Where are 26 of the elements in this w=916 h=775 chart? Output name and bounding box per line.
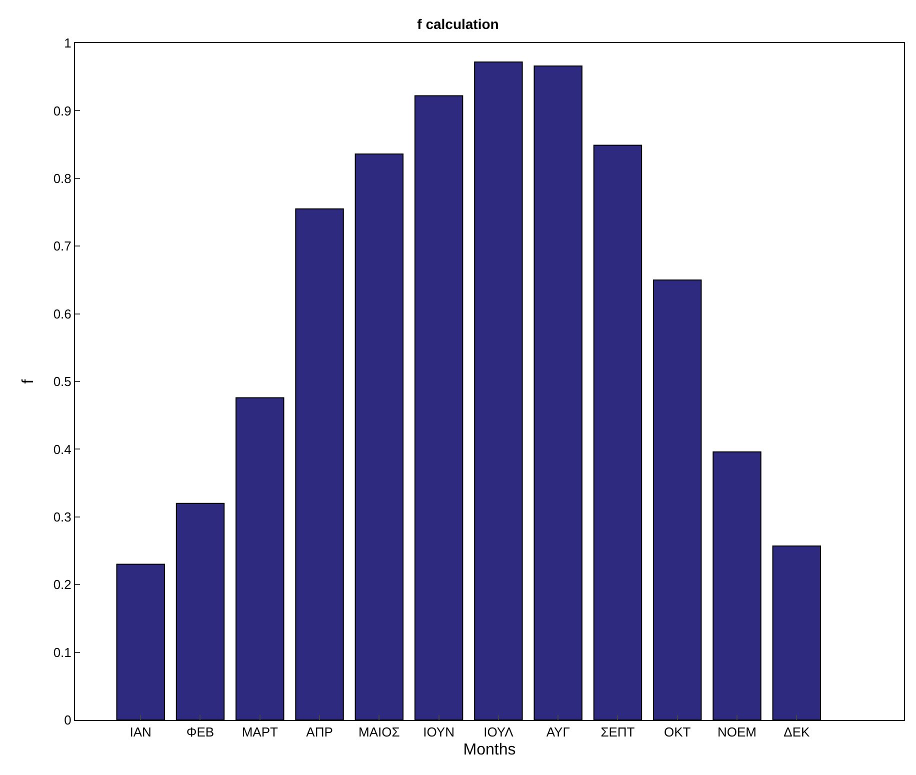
chart-title: f calculation — [417, 16, 499, 32]
x-tick-label: ΣΕΠΤ — [600, 724, 635, 740]
y-axis-title: f — [20, 378, 38, 384]
x-tick-label: ΔΕΚ — [784, 724, 810, 740]
x-tick-label: ΦΕΒ — [186, 724, 214, 740]
y-tick-label: 0 — [64, 712, 72, 728]
y-tick-label: 0.5 — [53, 374, 72, 390]
x-tick-label: ΟΚΤ — [664, 724, 691, 740]
x-tick-label: ΙΟΥΛ — [484, 724, 514, 740]
y-tick-label: 0.2 — [53, 577, 72, 592]
y-tick-label: 1 — [64, 36, 72, 51]
x-axis-title: Months — [463, 741, 516, 758]
x-tick-label: ΜΑΙΟΣ — [358, 724, 400, 740]
x-tick-label: ΑΠΡ — [306, 724, 333, 740]
x-tick-label: ΑΥΓ — [546, 724, 570, 740]
y-tick-label: 0.7 — [53, 238, 72, 254]
x-tick-label: ΝΟΕΜ — [718, 724, 757, 740]
y-tick-label: 0.6 — [53, 306, 72, 322]
y-tick-label: 0.3 — [53, 509, 72, 524]
y-tick-label: 0.9 — [53, 103, 72, 118]
y-tick-label: 0.4 — [53, 442, 72, 457]
x-tick-label: ΙΟΥΝ — [423, 724, 454, 740]
y-tick-label: 0.8 — [53, 170, 72, 186]
y-tick-label: 0.1 — [53, 644, 72, 660]
x-tick-label: ΙΑΝ — [130, 724, 152, 740]
x-tick-label: ΜΑΡΤ — [242, 724, 278, 740]
